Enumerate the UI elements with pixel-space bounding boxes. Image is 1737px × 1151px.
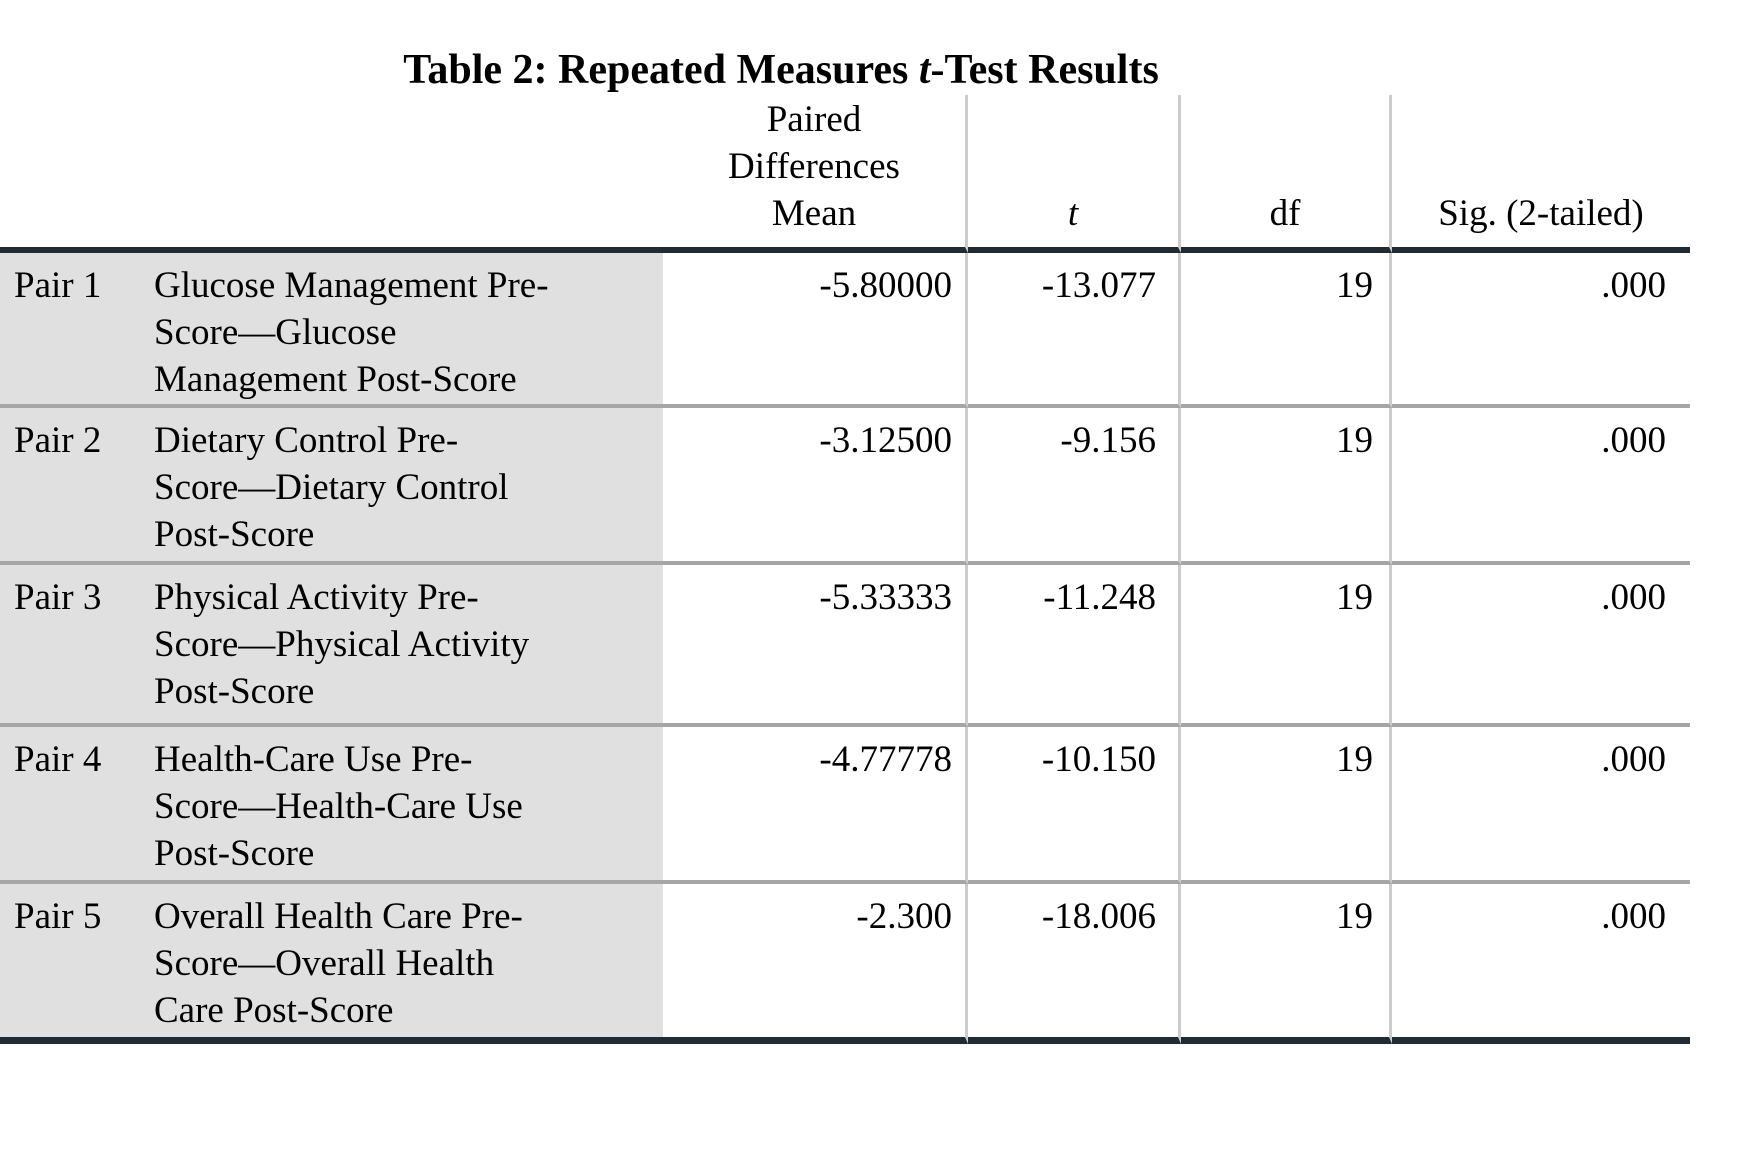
row-3-df-value: 19: [1181, 565, 1392, 727]
row-4-sig-value: .000: [1392, 727, 1690, 884]
table-title-italic-t: t: [918, 47, 931, 93]
row-4-mean-value: -4.77778: [663, 727, 968, 884]
header-sig: Sig. (2-tailed): [1392, 95, 1690, 253]
row-5-description: Overall Health Care Pre- Score—Overall H…: [150, 884, 663, 1044]
row-2-df-value: 19: [1181, 408, 1392, 565]
row-1-description: Glucose Management Pre- Score—Glucose Ma…: [150, 253, 663, 408]
header-paired-differences-mean-label: Paired Differences Mean: [728, 99, 900, 234]
header-sig-label: Sig. (2-tailed): [1438, 193, 1644, 234]
row-3-description: Physical Activity Pre- Score—Physical Ac…: [150, 565, 663, 727]
row-4-description: Health-Care Use Pre- Score—Health-Care U…: [150, 727, 663, 884]
results-table: Paired Differences Mean t df Sig. (2-tai…: [0, 95, 1690, 1044]
row-1-sig-value: .000: [1392, 253, 1690, 408]
header-df-label: df: [1269, 193, 1301, 234]
header-df: df: [1181, 95, 1392, 253]
row-5-t-value: -18.006: [968, 884, 1181, 1044]
table-title-prefix: Table 2: Repeated Measures: [403, 47, 919, 93]
row-2-pair-label: Pair 2: [0, 408, 150, 565]
row-4-t-value: -10.150: [968, 727, 1181, 884]
row-3-pair-label: Pair 3: [0, 565, 150, 727]
row-2-mean-value: -3.12500: [663, 408, 968, 565]
row-3-mean-value: -5.33333: [663, 565, 968, 727]
row-5-mean-value: -2.300: [663, 884, 968, 1044]
table-title: Table 2: Repeated Measures t-Test Result…: [0, 46, 1562, 94]
row-3-t-value: -11.248: [968, 565, 1181, 727]
row-2-description: Dietary Control Pre- Score—Dietary Contr…: [150, 408, 663, 565]
row-5-df-value: 19: [1181, 884, 1392, 1044]
row-4-df-value: 19: [1181, 727, 1392, 884]
row-1-pair-label: Pair 1: [0, 253, 150, 408]
header-description-spacer: [150, 95, 663, 253]
table-title-suffix: -Test Results: [930, 47, 1159, 93]
header-t-label: t: [1067, 193, 1079, 234]
row-2-t-value: -9.156: [968, 408, 1181, 565]
row-5-sig-value: .000: [1392, 884, 1690, 1044]
row-5-pair-label: Pair 5: [0, 884, 150, 1044]
header-paired-differences-mean: Paired Differences Mean: [663, 95, 968, 253]
row-1-t-value: -13.077: [968, 253, 1181, 408]
row-4-pair-label: Pair 4: [0, 727, 150, 884]
header-t: t: [968, 95, 1181, 253]
row-3-sig-value: .000: [1392, 565, 1690, 727]
row-1-mean-value: -5.80000: [663, 253, 968, 408]
row-2-sig-value: .000: [1392, 408, 1690, 565]
row-1-df-value: 19: [1181, 253, 1392, 408]
header-pair-spacer: [0, 95, 150, 253]
